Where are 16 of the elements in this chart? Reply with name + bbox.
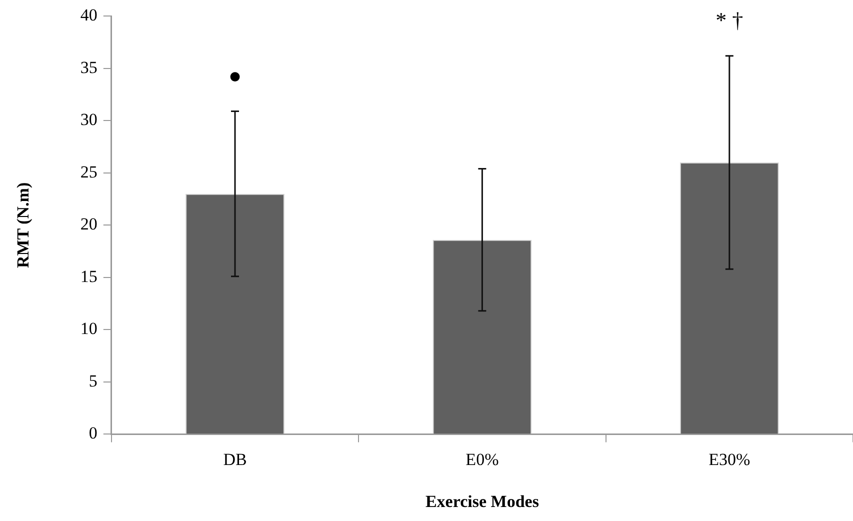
y-axis-title: RMT (N.m) — [14, 182, 33, 268]
y-tick-label: 15 — [80, 266, 98, 286]
x-tick-label: DB — [223, 450, 247, 469]
x-tick-label: E30% — [708, 450, 750, 469]
annotation: ● — [228, 63, 242, 88]
y-tick-label: 40 — [80, 6, 98, 25]
x-tick-label: E0% — [466, 450, 499, 469]
y-tick-label: 10 — [80, 319, 98, 338]
y-tick-label: 30 — [80, 110, 98, 130]
y-tick-label: 35 — [80, 58, 98, 77]
y-tick-label: 20 — [80, 214, 98, 234]
y-tick-label: 0 — [88, 424, 98, 443]
annotation: * † — [716, 8, 744, 33]
y-tick-label: 5 — [88, 371, 98, 390]
y-tick-label: 25 — [80, 162, 98, 182]
x-axis-title: Exercise Modes — [425, 492, 540, 512]
